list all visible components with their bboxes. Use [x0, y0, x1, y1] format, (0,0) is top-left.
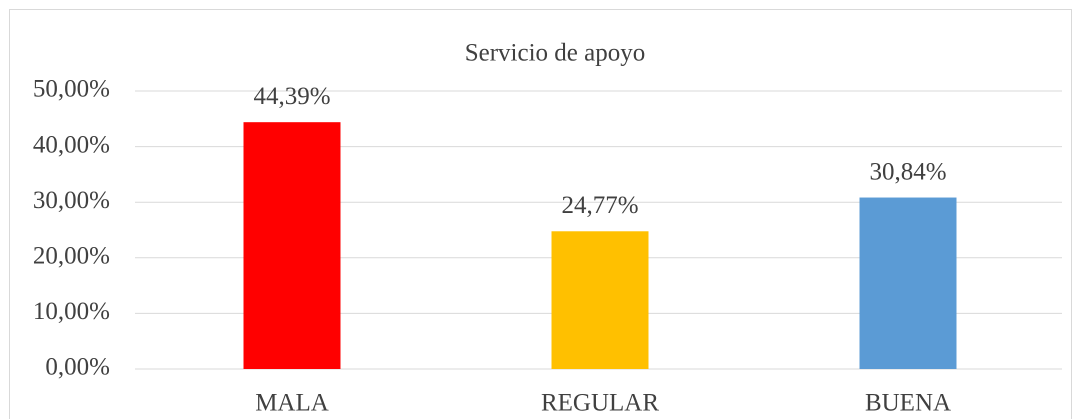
bar	[859, 197, 957, 369]
chart-title: Servicio de apoyo	[465, 40, 646, 67]
bar	[551, 231, 649, 369]
y-tick-label: 30,00%	[33, 187, 110, 214]
y-tick-label: 40,00%	[33, 131, 110, 158]
y-tick-label: 10,00%	[33, 298, 110, 325]
value-label: 24,77%	[561, 192, 638, 219]
y-tick-label: 0,00%	[45, 354, 110, 381]
value-label: 30,84%	[869, 158, 946, 185]
y-tick-label: 20,00%	[33, 243, 110, 270]
x-tick-label: BUENA	[865, 390, 951, 417]
value-label: 44,39%	[253, 83, 330, 110]
y-tick-label: 50,00%	[33, 76, 110, 103]
x-tick-label: MALA	[255, 390, 329, 417]
x-tick-label: REGULAR	[541, 390, 659, 417]
bar	[243, 122, 341, 370]
